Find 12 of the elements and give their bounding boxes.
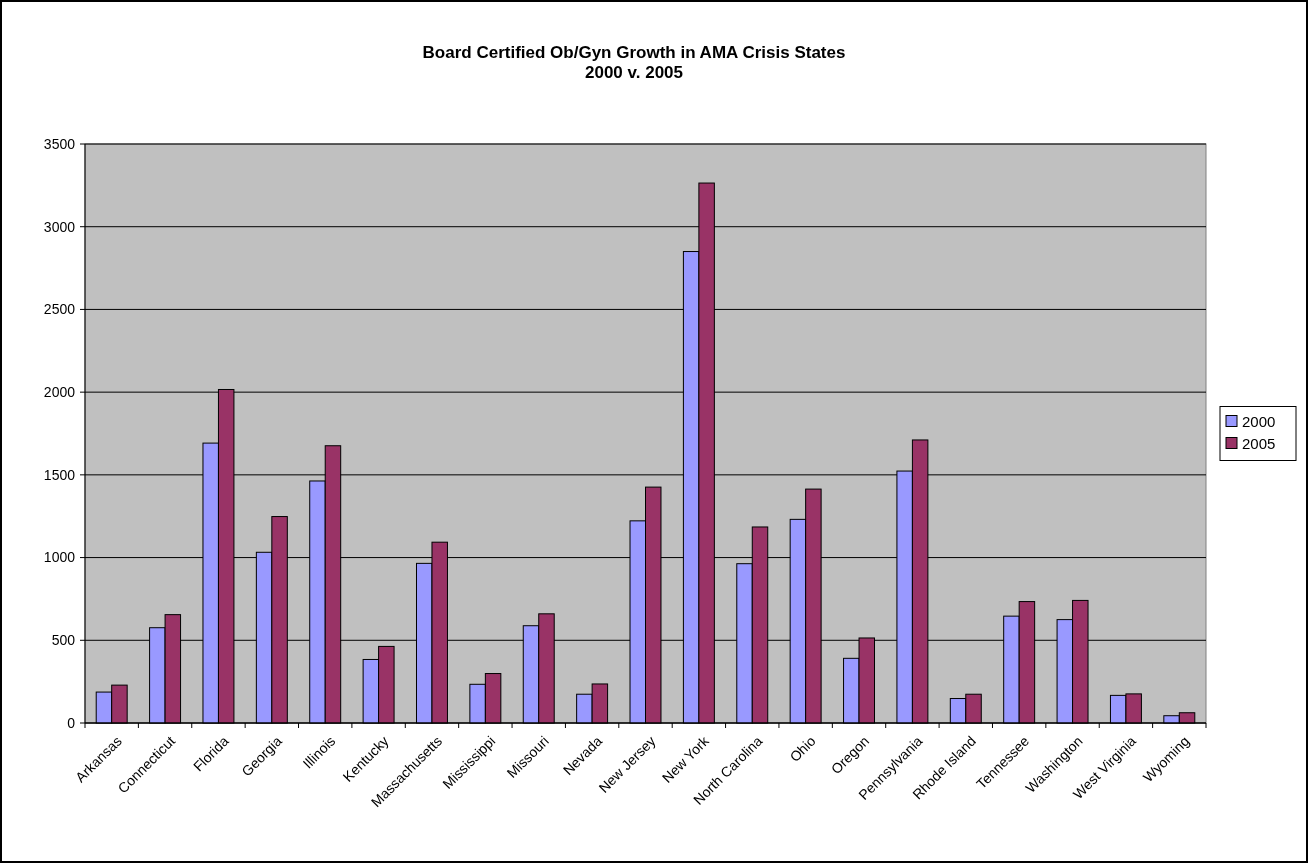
- y-tick-label: 3500: [43, 135, 76, 152]
- y-tick-label: 1000: [43, 549, 76, 566]
- chart-title: Board Certified Ob/Gyn Growth in AMA Crisis States 2000 v. 2005: [422, 43, 846, 82]
- y-tick-label: 2500: [43, 301, 76, 318]
- y-tick-label: 0: [67, 714, 76, 731]
- y-tick-label: 3000: [43, 218, 76, 235]
- y-tick-label: 1500: [43, 466, 76, 483]
- x-tick-label: Ohio: [786, 732, 819, 765]
- y-tick-label: 2000: [43, 384, 76, 401]
- y-tick-label: 500: [51, 632, 76, 649]
- legend-label: 2000: [1242, 412, 1276, 430]
- legend-label: 2005: [1242, 434, 1276, 452]
